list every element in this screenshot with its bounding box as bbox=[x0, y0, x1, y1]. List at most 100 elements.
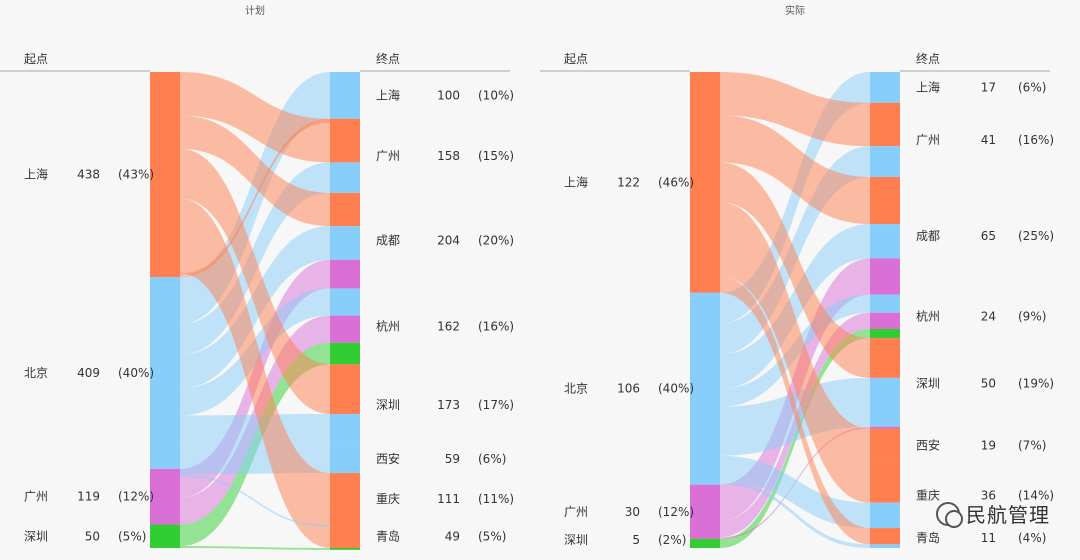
source-value: 438 bbox=[77, 168, 100, 182]
source-pct: (12%) bbox=[118, 490, 154, 504]
target-node-segment bbox=[330, 473, 360, 526]
flow-link bbox=[720, 162, 870, 378]
target-node-segment bbox=[870, 176, 900, 225]
target-label: 广州 bbox=[916, 133, 940, 147]
target-node-segment bbox=[330, 364, 360, 415]
target-pct: (9%) bbox=[1018, 309, 1046, 323]
target-label: 西安 bbox=[916, 438, 940, 453]
target-value: 173 bbox=[437, 398, 460, 412]
target-node-segment bbox=[870, 224, 900, 259]
source-label: 广州 bbox=[564, 505, 588, 519]
source-value: 50 bbox=[85, 529, 100, 543]
source-node bbox=[690, 484, 720, 539]
source-value: 106 bbox=[617, 382, 640, 396]
target-node-segment bbox=[870, 294, 900, 313]
source-node bbox=[690, 292, 720, 485]
target-pct: (17%) bbox=[478, 398, 514, 412]
target-pct: (7%) bbox=[1018, 439, 1046, 453]
source-pct: (2%) bbox=[658, 533, 686, 547]
source-label: 北京 bbox=[24, 366, 48, 380]
source-pct: (40%) bbox=[658, 382, 694, 396]
flow-link bbox=[180, 198, 330, 526]
target-header: 终点 bbox=[916, 51, 940, 66]
target-value: 162 bbox=[437, 319, 460, 333]
flow-link bbox=[180, 118, 330, 278]
target-value: 19 bbox=[981, 439, 996, 453]
source-node bbox=[150, 277, 180, 469]
flow-link bbox=[180, 546, 330, 550]
source-value: 5 bbox=[632, 533, 640, 547]
target-label: 成都 bbox=[916, 229, 940, 243]
target-label: 上海 bbox=[916, 79, 940, 94]
source-label: 深圳 bbox=[24, 529, 48, 543]
flow-link bbox=[720, 224, 870, 389]
source-node bbox=[150, 468, 180, 525]
links-group bbox=[180, 72, 330, 550]
target-label: 杭州 bbox=[376, 318, 400, 333]
flow-link bbox=[720, 115, 870, 225]
target-label: 深圳 bbox=[916, 376, 940, 390]
target-node-segment bbox=[330, 192, 360, 227]
chart-title: 计划 bbox=[245, 4, 265, 17]
target-pct: (6%) bbox=[1018, 80, 1046, 94]
flow-link bbox=[720, 72, 870, 324]
target-node-segment bbox=[870, 462, 900, 503]
target-node-segment bbox=[870, 329, 900, 339]
target-label: 成都 bbox=[376, 234, 400, 248]
target-node-segment bbox=[870, 72, 900, 103]
target-value: 11 bbox=[981, 531, 996, 545]
source-pct: (46%) bbox=[658, 175, 694, 189]
target-node-segment bbox=[330, 525, 360, 548]
target-node-segment bbox=[870, 528, 900, 545]
source-value: 122 bbox=[617, 175, 640, 189]
target-value: 41 bbox=[981, 133, 996, 147]
target-node-segment bbox=[330, 342, 360, 365]
target-node-segment bbox=[870, 426, 900, 429]
target-node-segment bbox=[870, 428, 900, 463]
target-node-segment bbox=[330, 226, 360, 260]
target-label: 深圳 bbox=[376, 398, 400, 412]
target-label: 重庆 bbox=[916, 489, 940, 503]
flow-link bbox=[180, 115, 330, 227]
target-node-segment bbox=[330, 118, 360, 163]
target-label: 青岛 bbox=[376, 529, 400, 544]
target-label: 青岛 bbox=[916, 530, 940, 545]
source-label: 北京 bbox=[564, 382, 588, 396]
target-value: 17 bbox=[981, 80, 996, 94]
source-pct: (40%) bbox=[118, 366, 154, 380]
source-node bbox=[690, 72, 720, 293]
target-pct: (5%) bbox=[478, 530, 506, 544]
target-pct: (11%) bbox=[478, 492, 514, 506]
target-node-segment bbox=[870, 377, 900, 427]
target-node-segment bbox=[330, 72, 360, 119]
flow-link bbox=[180, 474, 330, 527]
flow-link bbox=[720, 202, 870, 463]
source-value: 30 bbox=[625, 505, 640, 519]
wechat-icon bbox=[936, 501, 963, 528]
target-node-segment bbox=[870, 258, 900, 295]
target-pct: (19%) bbox=[1018, 376, 1054, 390]
links-group bbox=[720, 72, 870, 548]
watermark-text: 民航管理 bbox=[966, 503, 1050, 527]
source-label: 广州 bbox=[24, 490, 48, 504]
flow-link bbox=[180, 250, 330, 548]
source-header: 起点 bbox=[564, 52, 588, 66]
source-label: 上海 bbox=[24, 167, 48, 182]
source-header: 起点 bbox=[24, 52, 48, 66]
target-value: 50 bbox=[981, 376, 996, 390]
target-header: 终点 bbox=[376, 51, 400, 66]
target-label: 重庆 bbox=[376, 492, 400, 506]
target-value: 59 bbox=[445, 452, 460, 466]
target-node-segment bbox=[330, 288, 360, 316]
target-pct: (4%) bbox=[1018, 531, 1046, 545]
source-value: 409 bbox=[77, 366, 100, 380]
target-pct: (25%) bbox=[1018, 229, 1054, 243]
source-pct: (43%) bbox=[118, 168, 154, 182]
flow-link bbox=[180, 72, 330, 163]
target-value: 100 bbox=[437, 88, 460, 102]
source-pct: (12%) bbox=[658, 505, 694, 519]
source-node bbox=[150, 72, 180, 278]
source-label: 上海 bbox=[564, 174, 588, 189]
